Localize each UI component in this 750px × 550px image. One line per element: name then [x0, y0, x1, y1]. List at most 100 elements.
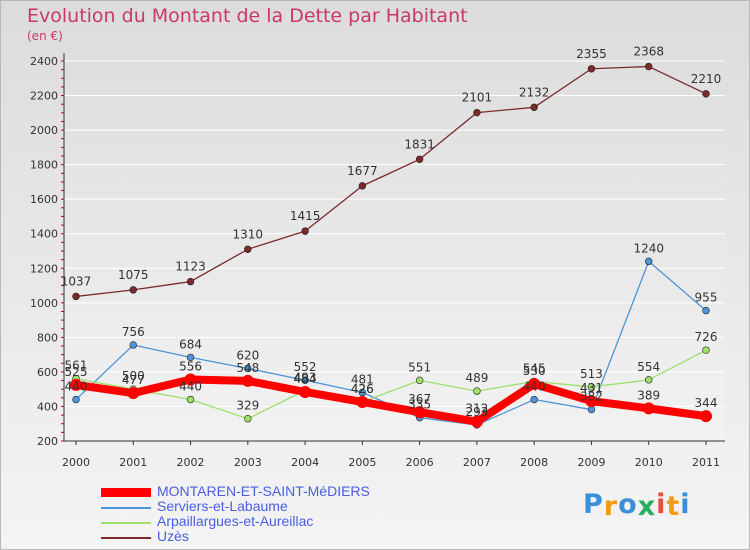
x-tick-label: 2010: [635, 456, 663, 469]
logo-letter: x: [637, 491, 657, 522]
x-tick-label: 2009: [577, 456, 605, 469]
data-label: 525: [65, 365, 88, 379]
logo-letter: t: [666, 491, 681, 522]
data-point: [530, 103, 538, 111]
data-point: [642, 402, 655, 415]
y-tick-label: 1600: [30, 193, 58, 206]
legend-label-uzes: Uzès: [157, 528, 189, 544]
data-point: [70, 378, 82, 391]
logo-letter: P: [583, 489, 604, 520]
legend-swatch-uzes: [101, 537, 151, 539]
data-point: [530, 395, 538, 404]
y-tick-label: 2200: [30, 90, 58, 103]
data-point: [72, 395, 80, 404]
data-label: 367: [408, 392, 431, 406]
data-point: [244, 245, 252, 253]
data-point: [129, 341, 137, 349]
chart-title: Evolution du Montant de la Dette par Hab…: [27, 5, 468, 27]
data-label: 1123: [175, 260, 206, 274]
data-point: [301, 376, 309, 384]
data-label: 545: [523, 361, 546, 375]
y-tick-label: 600: [37, 366, 58, 379]
data-point: [470, 415, 483, 428]
data-point: [587, 383, 596, 391]
data-point: [645, 257, 653, 266]
data-label: 1415: [290, 209, 321, 223]
data-label: 431: [580, 381, 603, 395]
x-tick-label: 2007: [463, 456, 491, 469]
data-label: 2101: [462, 91, 493, 105]
x-tick-label: 2008: [520, 456, 548, 469]
data-point: [415, 376, 424, 385]
data-point: [244, 415, 252, 423]
y-tick-label: 1400: [30, 228, 58, 241]
data-label: 500: [122, 369, 145, 383]
data-label: 1831: [404, 137, 435, 151]
legend-label-serviers: Serviers-et-Labaume: [157, 498, 288, 514]
data-label: 1037: [61, 274, 92, 288]
data-point: [473, 387, 481, 395]
data-label: 329: [236, 399, 259, 413]
data-label: 552: [294, 360, 317, 374]
data-point: [186, 277, 195, 286]
y-tick-label: 2400: [30, 55, 58, 68]
logo-letter: o: [618, 489, 638, 520]
legend-swatch-serviers: [101, 507, 151, 509]
y-tick-label: 1800: [30, 159, 58, 172]
data-label: 726: [695, 330, 718, 344]
data-label: 426: [351, 382, 374, 396]
data-point: [186, 395, 195, 404]
data-label: 440: [523, 380, 546, 394]
x-tick-label: 2011: [692, 456, 720, 469]
data-point: [127, 387, 140, 400]
data-label: 1677: [347, 164, 378, 178]
chart-subtitle: (en €): [27, 29, 63, 43]
x-tick-label: 2000: [62, 456, 90, 469]
data-label: 312: [465, 402, 488, 416]
data-label: 556: [179, 360, 202, 374]
legend-label-montaren: MONTAREN-ET-SAINT-MéDIERS: [157, 483, 370, 499]
logo-letter: i: [680, 489, 691, 520]
data-label: 1310: [233, 227, 264, 241]
data-point: [184, 373, 197, 386]
logo-letter: i: [656, 489, 667, 520]
legend-swatch-arpaillargues: [101, 522, 151, 524]
data-point: [415, 155, 424, 163]
data-label: 548: [236, 361, 259, 375]
data-point: [645, 376, 653, 384]
data-point: [702, 90, 710, 98]
data-point: [700, 410, 712, 423]
x-tick-label: 2001: [119, 456, 147, 469]
data-label: 756: [122, 325, 145, 339]
data-label: 2368: [633, 45, 664, 59]
y-tick-label: 800: [37, 331, 58, 344]
series-line: [75, 65, 707, 298]
data-point: [358, 182, 367, 190]
x-tick-label: 2006: [406, 456, 434, 469]
x-tick-label: 2005: [348, 456, 376, 469]
data-point: [72, 292, 80, 301]
data-point: [301, 227, 309, 235]
series-line: [75, 349, 707, 420]
data-label: 684: [179, 337, 202, 351]
data-point: [702, 306, 710, 315]
data-label: 489: [465, 371, 488, 385]
data-label: 389: [637, 388, 660, 402]
data-label: 554: [637, 360, 660, 374]
data-label: 955: [695, 291, 718, 305]
data-point: [413, 406, 426, 419]
data-label: 513: [580, 367, 603, 381]
data-point: [587, 65, 596, 73]
data-label: 382: [580, 390, 603, 404]
data-label: 530: [523, 364, 546, 378]
data-label: 484: [294, 372, 317, 386]
data-label: 481: [351, 372, 374, 386]
data-point: [186, 353, 195, 362]
data-point: [299, 385, 312, 398]
data-label: 440: [65, 380, 88, 394]
data-label: 335: [408, 398, 431, 412]
legend-label-arpaillargues: Arpaillargues-et-Aureillac: [157, 513, 314, 529]
data-label: 493: [294, 370, 317, 384]
plot-area: [64, 53, 725, 441]
